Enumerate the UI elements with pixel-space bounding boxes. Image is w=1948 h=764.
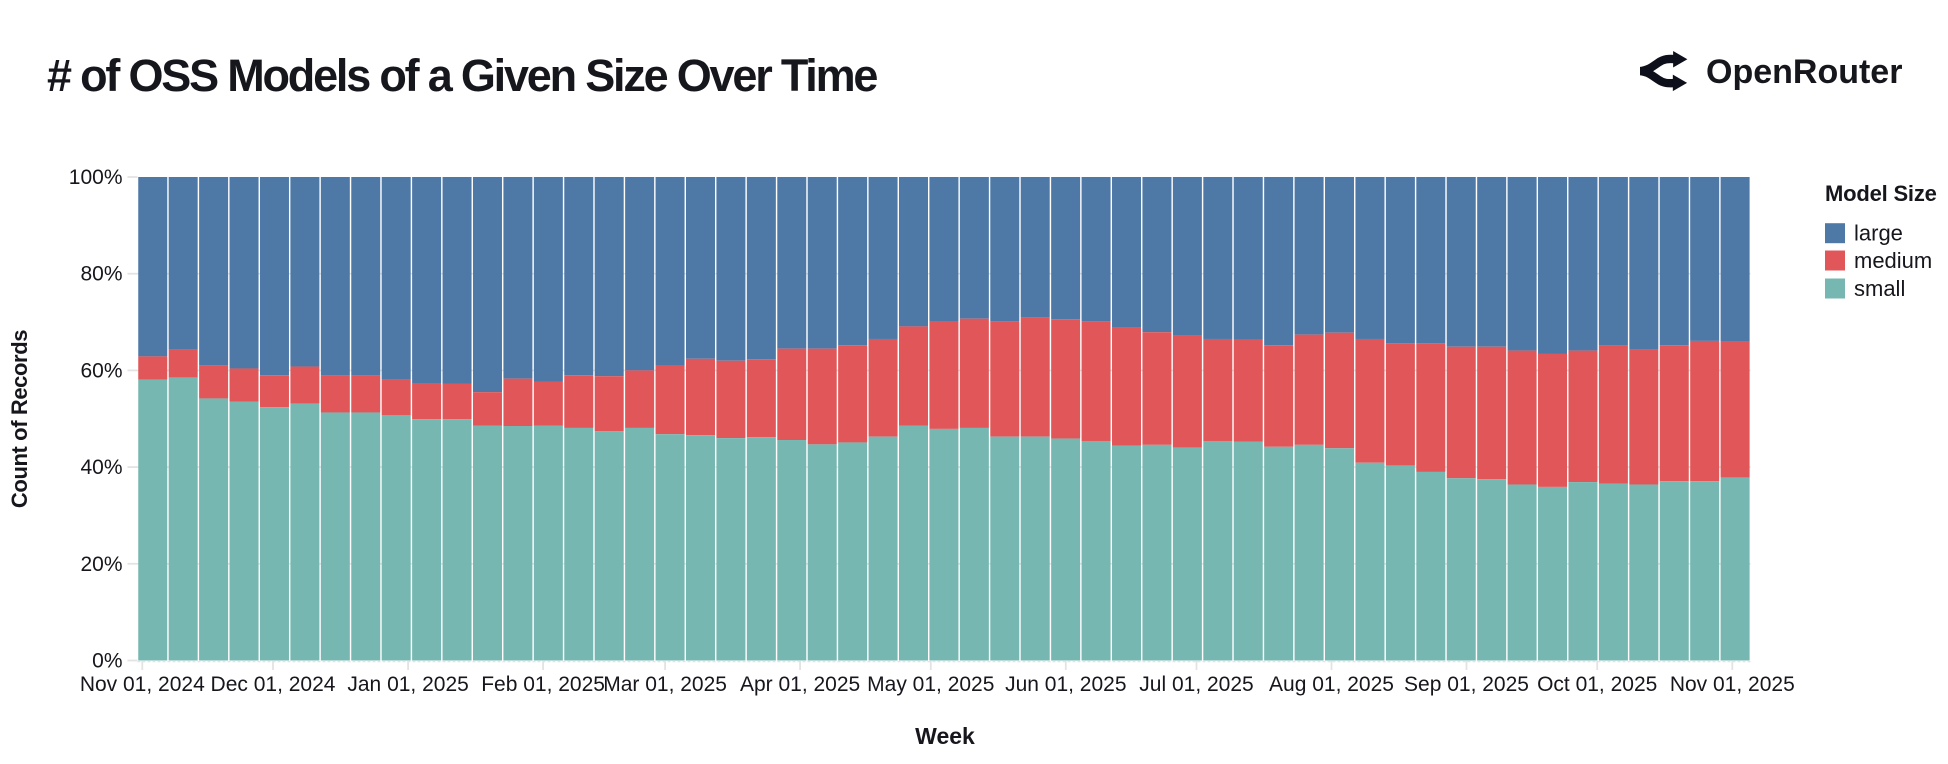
svg-text:Sep 01, 2025: Sep 01, 2025 — [1404, 673, 1529, 696]
svg-text:Apr 01, 2025: Apr 01, 2025 — [740, 673, 860, 696]
svg-text:# of OSS Models of a Given Siz: # of OSS Models of a Given Size Over Tim… — [47, 50, 877, 101]
svg-text:100%: 100% — [69, 166, 123, 189]
svg-text:Jul 01, 2025: Jul 01, 2025 — [1139, 673, 1253, 696]
svg-text:20%: 20% — [80, 553, 122, 576]
svg-text:Aug 01, 2025: Aug 01, 2025 — [1269, 673, 1394, 696]
svg-text:May 01, 2025: May 01, 2025 — [867, 673, 994, 696]
svg-text:Jan 01, 2025: Jan 01, 2025 — [347, 673, 468, 696]
svg-text:80%: 80% — [80, 263, 122, 286]
svg-text:Week: Week — [915, 723, 975, 749]
svg-text:0%: 0% — [92, 650, 122, 673]
svg-text:60%: 60% — [80, 359, 122, 382]
svg-text:Nov 01, 2025: Nov 01, 2025 — [1670, 673, 1795, 696]
svg-text:OpenRouter: OpenRouter — [1706, 53, 1902, 91]
svg-text:Mar 01, 2025: Mar 01, 2025 — [603, 673, 727, 696]
svg-text:Oct 01, 2025: Oct 01, 2025 — [1537, 673, 1657, 696]
svg-text:Dec 01, 2024: Dec 01, 2024 — [211, 673, 336, 696]
svg-text:Count of Records: Count of Records — [7, 330, 32, 508]
svg-text:medium: medium — [1854, 248, 1932, 273]
svg-text:large: large — [1854, 221, 1903, 246]
svg-text:Jun 01, 2025: Jun 01, 2025 — [1005, 673, 1126, 696]
svg-text:40%: 40% — [80, 456, 122, 479]
svg-text:Model Size: Model Size — [1825, 181, 1937, 206]
svg-text:Feb 01, 2025: Feb 01, 2025 — [481, 673, 605, 696]
svg-text:small: small — [1854, 276, 1905, 301]
svg-text:Nov 01, 2024: Nov 01, 2024 — [80, 673, 205, 696]
